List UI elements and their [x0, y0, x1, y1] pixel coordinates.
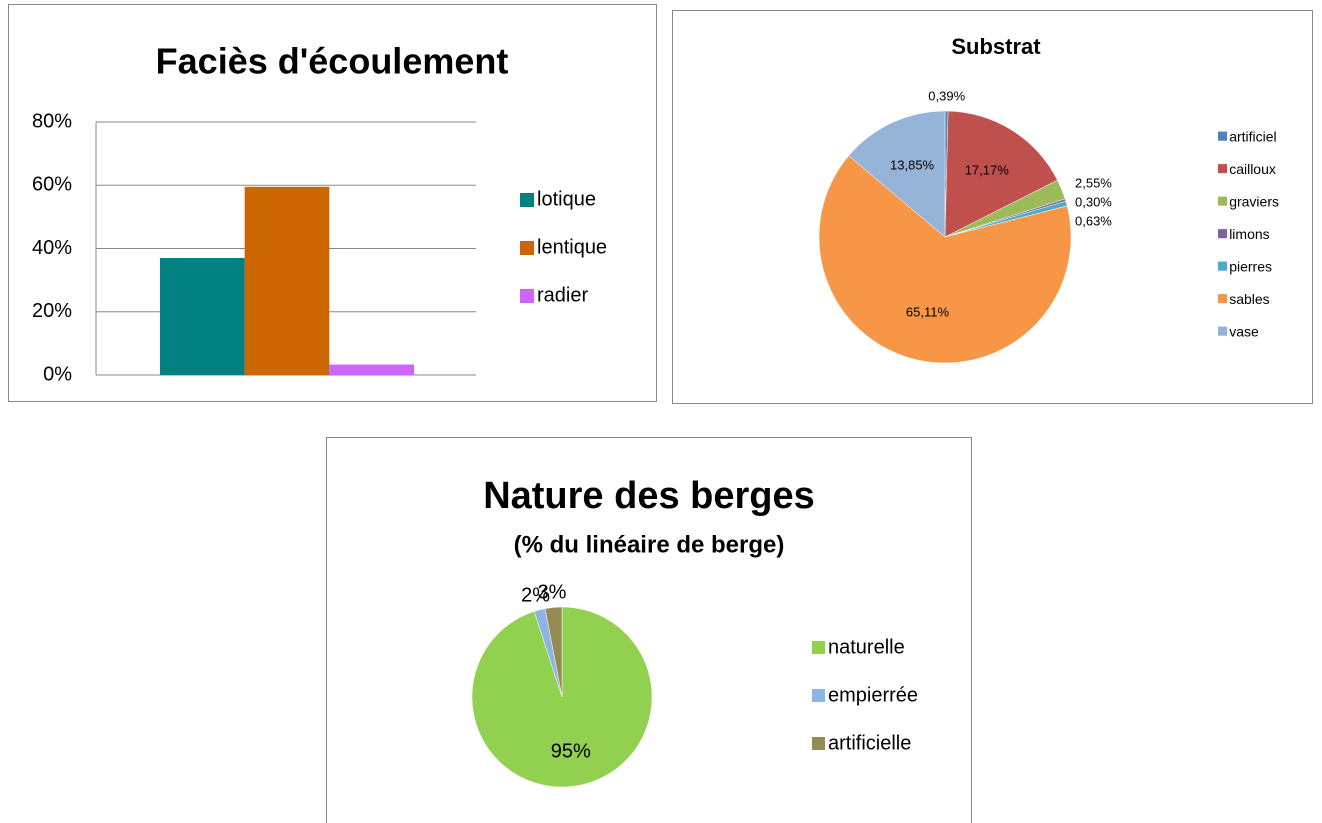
- legend-swatch: [812, 737, 825, 750]
- legend-swatch: [1218, 131, 1228, 141]
- y-tick-label: 0%: [43, 363, 72, 385]
- pie-slice: [848, 110, 946, 238]
- data-label: 17,17%: [965, 162, 1010, 177]
- legend-swatch: [520, 289, 534, 303]
- legend-swatch: [1218, 196, 1228, 206]
- legend-label: graviers: [1229, 194, 1279, 210]
- legend-label: artificiel: [1229, 129, 1276, 145]
- data-label: 65,11%: [906, 305, 950, 320]
- y-tick-label: 20%: [32, 300, 72, 322]
- legend-swatch: [812, 641, 825, 654]
- legend-label: pierres: [1229, 259, 1272, 275]
- data-label: 0,63%: [1075, 214, 1112, 229]
- bar: [244, 186, 330, 375]
- bar: [160, 257, 245, 375]
- legend-label: artificielle: [828, 732, 911, 754]
- legend-label: empierrée: [828, 684, 918, 706]
- legend-swatch: [1218, 294, 1228, 304]
- chart-subtitle: (% du linéaire de berge): [514, 531, 785, 558]
- legend-swatch: [1218, 164, 1228, 174]
- data-label: 2%: [521, 585, 550, 607]
- y-tick-label: 80%: [32, 110, 72, 132]
- data-label: 2,55%: [1075, 176, 1112, 191]
- data-label: 95%: [551, 740, 591, 762]
- chart-title: Faciès d'écoulement: [156, 41, 509, 82]
- pie-slice: [544, 606, 563, 698]
- pie-slice: [944, 110, 1058, 238]
- legend-swatch: [1218, 261, 1228, 271]
- legend-label: radier: [537, 284, 588, 306]
- legend-swatch: [520, 193, 534, 207]
- legend-label: sables: [1229, 291, 1269, 307]
- chart-title: Nature des berges: [483, 475, 815, 517]
- data-label: 13,85%: [890, 158, 935, 173]
- legend-swatch: [520, 241, 534, 255]
- legend-label: lotique: [537, 188, 596, 210]
- legend-label: naturelle: [828, 636, 905, 658]
- legend-label: limons: [1229, 226, 1269, 242]
- legend-label: vase: [1229, 324, 1259, 340]
- chart-frame: [326, 437, 972, 823]
- y-tick-label: 60%: [32, 174, 72, 196]
- data-label: 3%: [538, 582, 567, 604]
- legend-swatch: [812, 689, 825, 702]
- legend-label: lentique: [537, 236, 607, 258]
- data-label: 0,30%: [1075, 195, 1112, 210]
- legend-label: cailloux: [1229, 161, 1276, 177]
- chart-title: Substrat: [951, 34, 1041, 59]
- legend-swatch: [1218, 326, 1228, 336]
- y-tick-label: 40%: [32, 237, 72, 259]
- chart-frame: [8, 4, 657, 402]
- legend-swatch: [1218, 229, 1228, 239]
- bar: [329, 364, 414, 375]
- pie-slice: [818, 155, 1072, 364]
- data-label: 0,39%: [928, 88, 965, 103]
